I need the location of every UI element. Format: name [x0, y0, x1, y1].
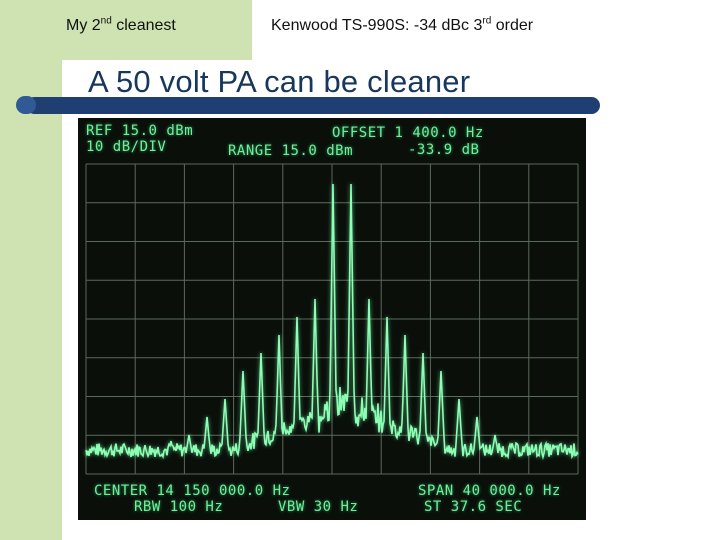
offset-level-readout: -33.9 dB [408, 142, 480, 158]
span-readout: SPAN 40 000.0 Hz [418, 483, 561, 499]
range-readout: RANGE 15.0 dBm [228, 143, 354, 159]
title-rule-cap [16, 96, 36, 114]
vbw-readout: VBW 30 Hz [278, 499, 359, 515]
header-band [0, 0, 252, 60]
sweep-readout: ST 37.6 SEC [424, 499, 523, 515]
spectrum-plot [85, 163, 579, 475]
spectrum-analyzer-screen: REF 15.0 dBm 10 dB/DIV RANGE 15.0 dBm OF… [78, 118, 586, 520]
center-readout: CENTER 14 150 000.0 Hz [94, 483, 291, 499]
ref-readout: REF 15.0 dBm [86, 123, 194, 139]
slide-title: A 50 volt PA can be cleaner [88, 64, 471, 99]
scale-readout: 10 dB/DIV [86, 139, 167, 155]
slide-sidebar [0, 0, 62, 540]
spectrum-trace [85, 183, 579, 461]
rank-label: My 2nd cleanest [66, 15, 176, 34]
radio-label: Kenwood TS-990S: -34 dBc 3rd order [271, 15, 534, 34]
rbw-readout: RBW 100 Hz [134, 499, 224, 515]
offset-readout: OFFSET 1 400.0 Hz [332, 125, 484, 141]
title-rule [26, 97, 600, 114]
